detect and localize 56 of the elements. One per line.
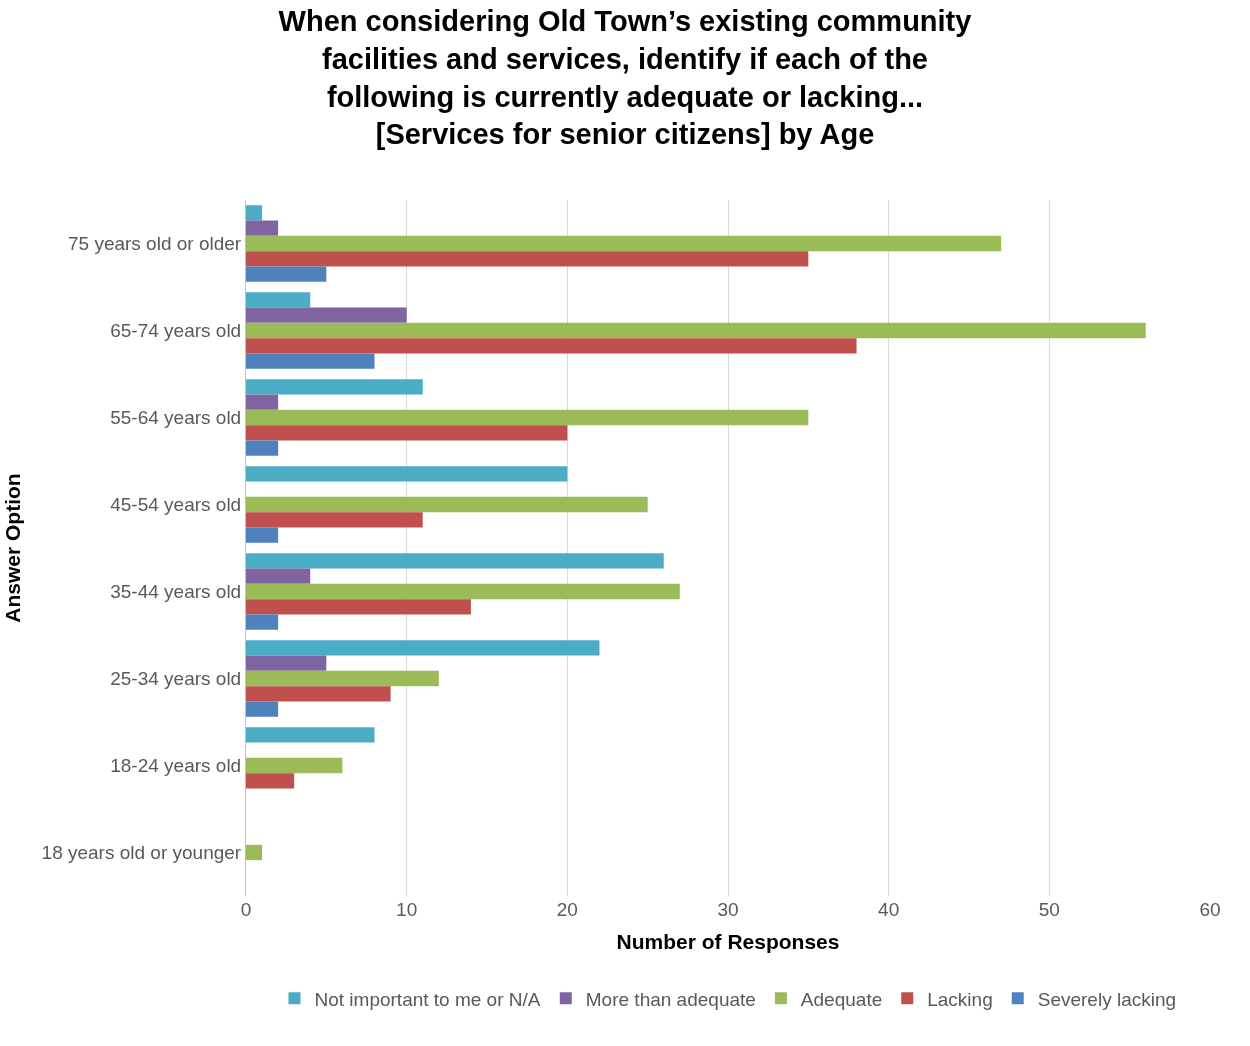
- bar: [246, 568, 311, 584]
- bar: [246, 338, 857, 354]
- bar: [246, 640, 600, 656]
- x-tick-label: 60: [1199, 899, 1221, 920]
- legend-label: More than adequate: [585, 988, 756, 1010]
- y-tick-label: 35-44 years old: [110, 581, 242, 603]
- legend-label: Not important to me or N/A: [314, 988, 541, 1010]
- bar: [246, 205, 263, 221]
- x-tick-label: 20: [556, 899, 578, 920]
- bar: [246, 670, 439, 687]
- legend-label: Adequate: [800, 988, 883, 1010]
- bar: [246, 292, 311, 308]
- bar: [246, 727, 375, 743]
- y-tick-label: 18 years old or younger: [41, 842, 242, 864]
- bar: [246, 266, 327, 282]
- bar: [246, 583, 680, 600]
- bar: [246, 655, 327, 671]
- bar: [246, 553, 664, 569]
- y-axis-title: Answer Option: [0, 473, 24, 623]
- bar: [246, 353, 375, 369]
- bar: [246, 466, 568, 482]
- bar: [246, 394, 279, 410]
- bar: [246, 701, 279, 717]
- bar: [246, 496, 648, 513]
- legend-label: Severely lacking: [1037, 988, 1177, 1010]
- y-tick-label: 25-34 years old: [110, 668, 242, 690]
- bar: [246, 614, 279, 630]
- x-tick-label: 40: [878, 899, 900, 920]
- bar: [246, 773, 295, 789]
- y-tick-label: 75 years old or older: [67, 233, 242, 255]
- bar: [246, 251, 809, 267]
- bar: [246, 235, 1002, 252]
- bar: [246, 425, 568, 441]
- bar: [246, 599, 471, 615]
- chart-title: When considering Old Town’s existing community facilities and services, identify if each of the following is currently adequate or lacking... [Services for senior citizens] by Age: [278, 5, 972, 151]
- bar: [246, 686, 391, 702]
- bar: [246, 322, 1146, 339]
- bar: [246, 527, 279, 543]
- y-tick-label: 65-74 years old: [110, 320, 242, 342]
- x-tick-label: 30: [717, 899, 739, 920]
- bar: [246, 757, 343, 774]
- bar: [246, 220, 279, 236]
- bar: [246, 844, 263, 861]
- x-tick-label: 10: [396, 899, 418, 920]
- legend-label: Lacking: [927, 988, 993, 1010]
- bar: [246, 409, 809, 426]
- bar: [246, 440, 279, 456]
- y-tick-label: 45-54 years old: [110, 494, 242, 516]
- bar: [246, 512, 423, 528]
- x-axis-title: Number of Responses: [616, 930, 840, 954]
- x-tick-label: 0: [240, 899, 252, 920]
- bar: [246, 379, 423, 395]
- y-tick-label: 18-24 years old: [110, 755, 242, 777]
- y-tick-label: 55-64 years old: [110, 407, 242, 429]
- bar: [246, 307, 407, 323]
- x-tick-label: 50: [1038, 899, 1060, 920]
